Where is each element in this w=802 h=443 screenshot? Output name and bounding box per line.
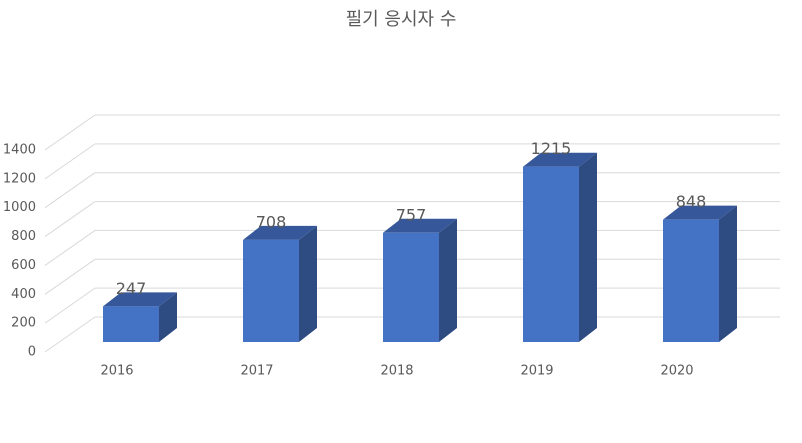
bar-top: [523, 152, 597, 167]
bar: [243, 239, 299, 342]
x-tick-label: 2019: [520, 364, 553, 379]
bar: [663, 219, 719, 342]
x-tick-label: 2020: [660, 364, 693, 379]
grid-line-diagonal: [44, 230, 96, 266]
y-tick-label: 1400: [3, 143, 36, 158]
grid-line-diagonal: [44, 287, 96, 324]
grid-line-diagonal: [44, 201, 96, 237]
x-tick-label: 2018: [380, 364, 413, 379]
value-label: 848: [676, 192, 707, 211]
grid-line-diagonal: [44, 258, 96, 295]
bar-side: [439, 218, 457, 342]
value-label: 247: [116, 279, 147, 298]
bar-side: [299, 225, 317, 342]
grid-line-diagonal: [44, 172, 96, 209]
value-label: 1215: [531, 139, 572, 158]
chart-title: 필기 응시자 수: [346, 9, 457, 30]
value-label: 708: [256, 212, 287, 231]
y-tick-label: 400: [11, 287, 36, 302]
bar-top: [383, 218, 457, 233]
bar-top: [663, 205, 737, 220]
y-tick-label: 600: [11, 258, 36, 273]
bar-side: [579, 152, 597, 342]
y-tick-label: 800: [11, 229, 36, 244]
value-label: 757: [396, 205, 427, 224]
bar: [383, 232, 439, 342]
y-tick-label: 0: [28, 345, 36, 360]
y-tick-label: 1200: [3, 171, 36, 186]
bar-top: [103, 292, 177, 307]
x-tick-label: 2016: [100, 364, 133, 379]
bar-side: [719, 205, 737, 342]
bar: [523, 166, 579, 342]
bar-top: [243, 225, 317, 240]
x-tick-label: 2017: [240, 364, 273, 379]
grid-line-diagonal: [44, 316, 96, 353]
grid-line-diagonal: [44, 114, 96, 151]
bar-side: [159, 292, 177, 342]
bar: [103, 306, 159, 342]
grid-line-diagonal: [44, 143, 96, 180]
y-tick-label: 1000: [3, 200, 36, 215]
y-tick-label: 200: [11, 316, 36, 331]
